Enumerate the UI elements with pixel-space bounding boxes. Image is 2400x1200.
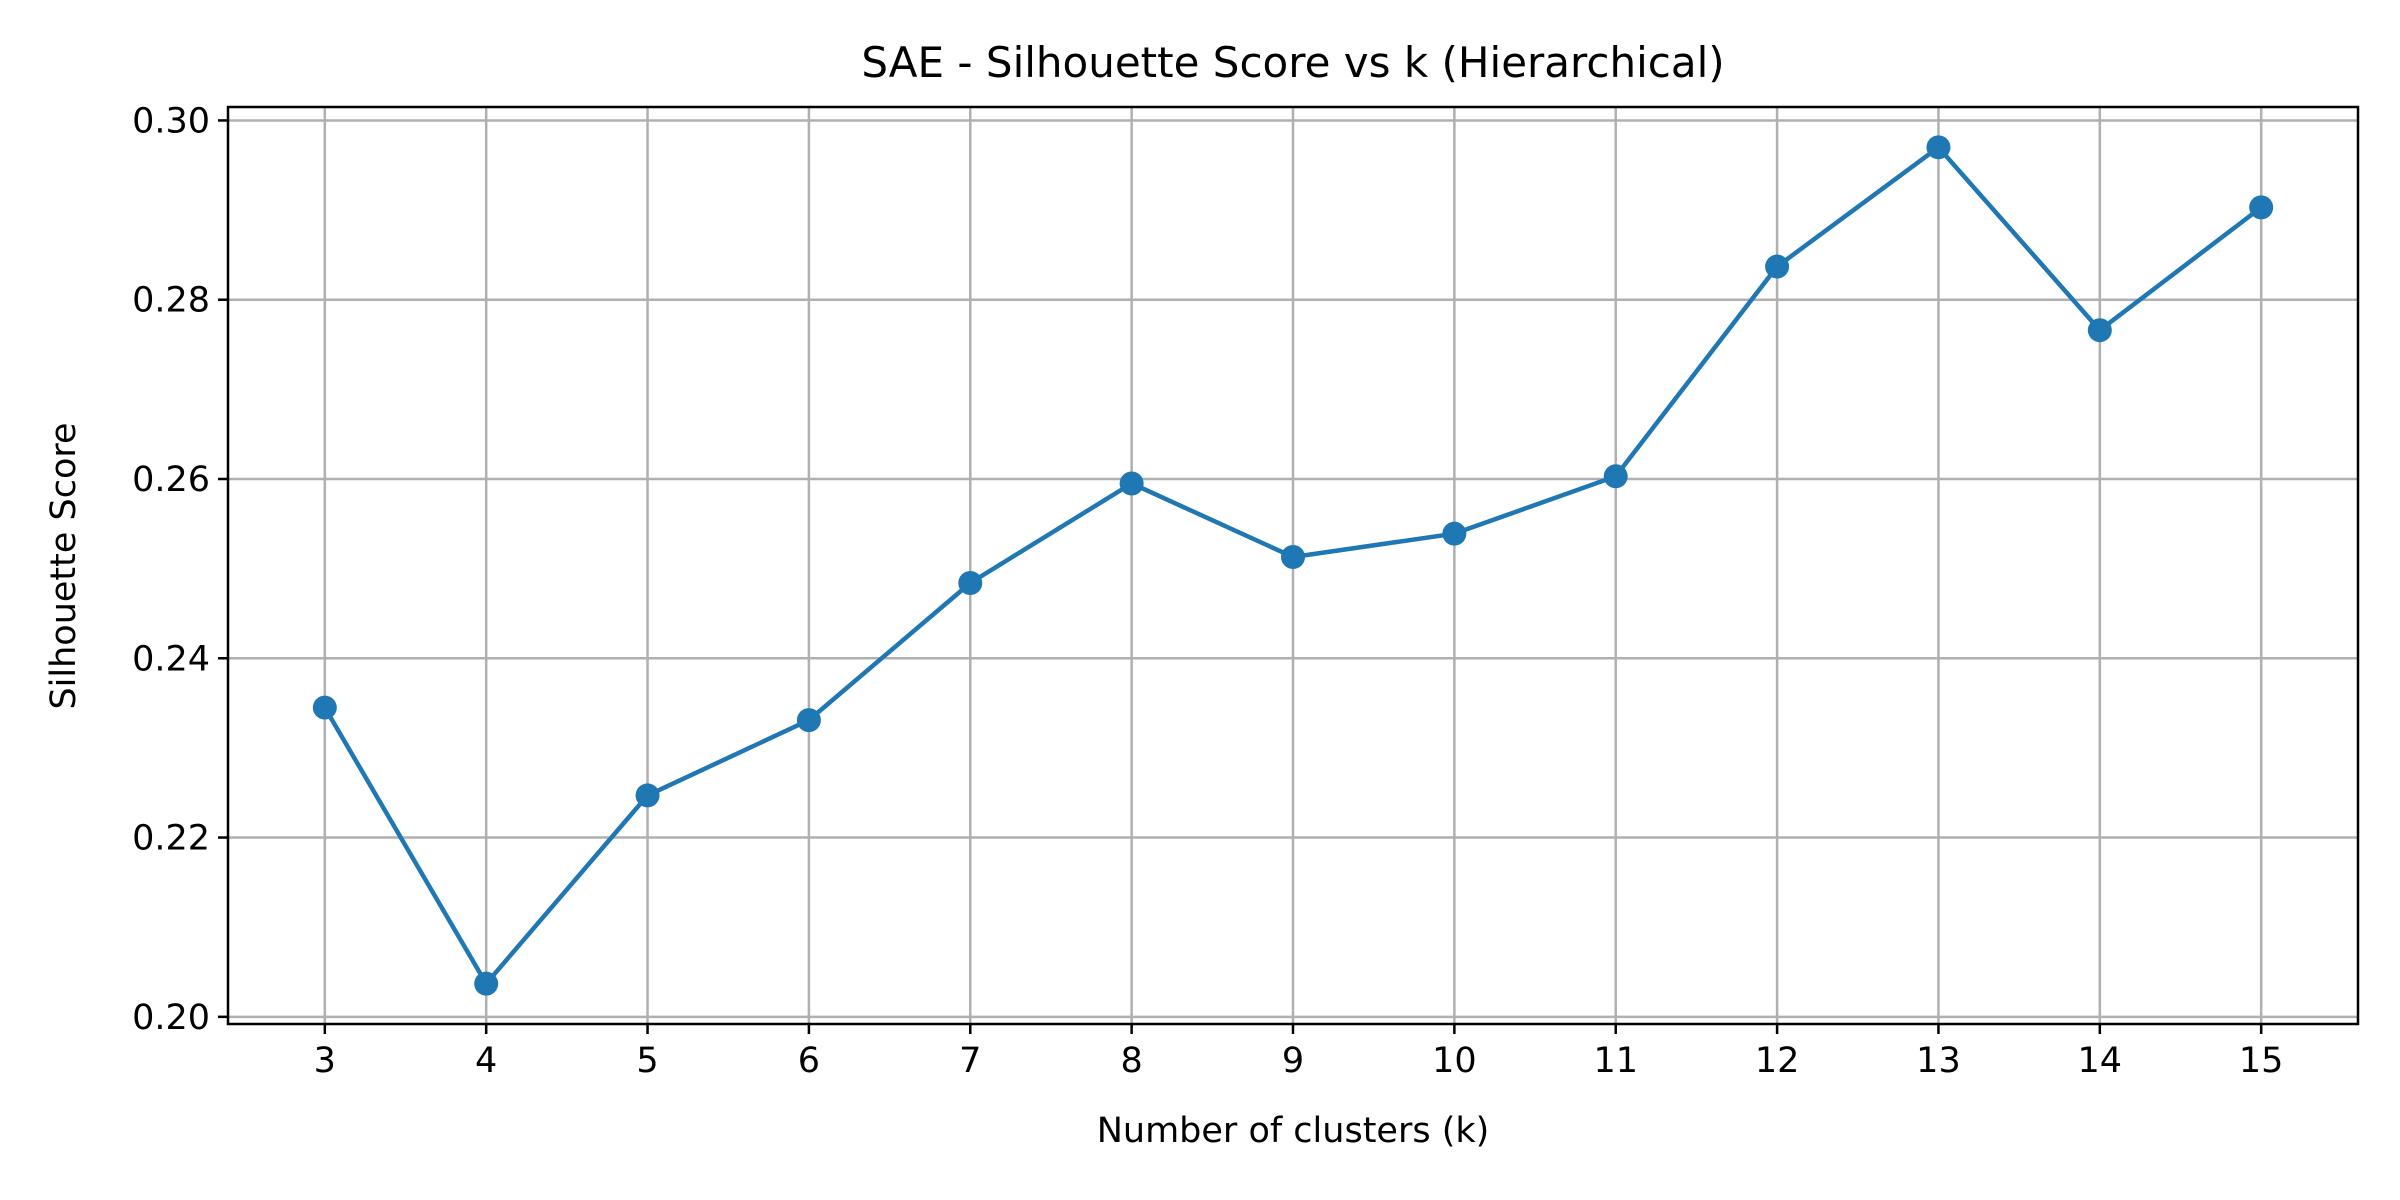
chart-title: SAE - Silhouette Score vs k (Hierarchica… [861,38,1724,87]
x-tick-label: 9 [1282,1041,1304,1081]
data-point-k-7 [958,570,983,595]
y-tick-label: 0.20 [132,998,210,1038]
x-tick-label: 13 [1916,1041,1961,1081]
data-point-k-15 [2249,195,2274,220]
x-tick-label: 6 [798,1041,820,1081]
axis-ticks: 3 4 5 6 7 8 9 10 11 12 13 14 15 0.20 0.22 0.24 0.26 0.28 0… [132,101,2283,1081]
data-point-k-11 [1603,464,1628,489]
x-tick-label: 8 [1120,1041,1142,1081]
x-tick-label: 3 [314,1041,336,1081]
data-point-k-5 [635,783,660,808]
data-point-k-8 [1119,471,1144,496]
y-tick-label: 0.30 [132,101,210,141]
data-point-k-10 [1442,521,1467,546]
data-point-k-14 [2087,318,2112,343]
data-point-k-4 [474,971,499,996]
data-point-k-3 [312,695,337,720]
y-tick-label: 0.28 [132,281,210,321]
y-tick-label: 0.26 [132,460,210,500]
x-tick-label: 15 [2239,1041,2284,1081]
data-point-k-6 [796,708,821,733]
x-tick-label: 12 [1755,1041,1800,1081]
x-tick-label: 14 [2078,1041,2123,1081]
data-point-k-12 [1765,254,1790,279]
y-tick-label: 0.22 [132,819,210,859]
x-tick-label: 11 [1593,1041,1638,1081]
grid-lines [228,107,2358,1024]
x-tick-label: 5 [636,1041,658,1081]
y-tick-label: 0.24 [132,639,210,679]
x-tick-label: 10 [1432,1041,1477,1081]
data-point-k-9 [1281,544,1305,569]
x-tick-label: 4 [475,1041,497,1081]
x-axis-label: Number of clusters (k) [1097,1111,1490,1151]
x-tick-label: 7 [959,1041,981,1081]
data-series [312,135,2274,996]
data-point-k-13 [1926,135,1951,160]
y-axis-label: Silhouette Score [44,422,84,709]
